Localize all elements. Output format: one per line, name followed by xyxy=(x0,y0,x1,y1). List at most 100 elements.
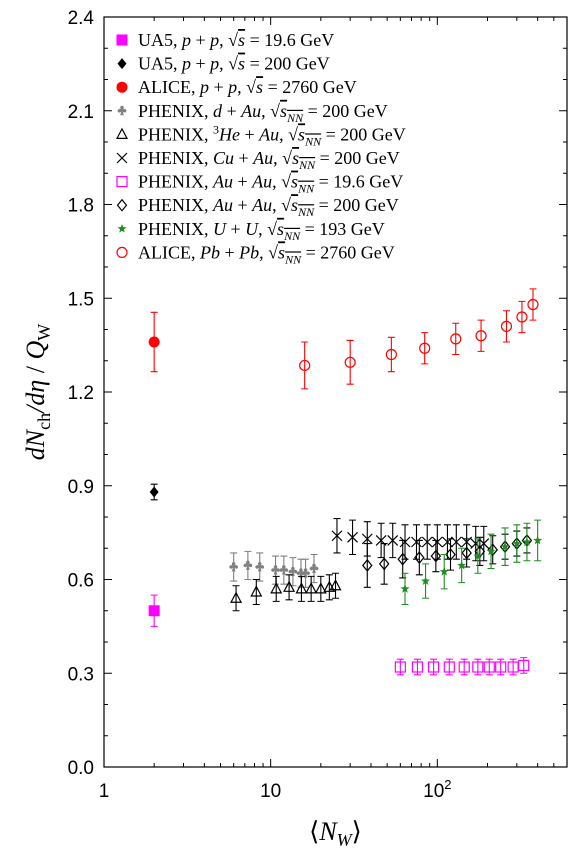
axes: 0.0 0.3 0.6 0.9 1.2 1.5 1.8 2.1 2.4 1 10 102 xyxy=(68,8,568,802)
data-point xyxy=(518,659,530,672)
data-point xyxy=(361,533,373,545)
data-point xyxy=(516,311,528,323)
data-point xyxy=(309,563,319,573)
error-bar xyxy=(518,300,526,334)
axis-titles: ⟨NW⟩ dNch/dη / QW xyxy=(21,324,362,850)
legend-marker xyxy=(117,58,127,70)
data-point xyxy=(397,552,408,566)
data-point xyxy=(299,359,311,372)
error-bar xyxy=(502,310,510,343)
legend-label: ALICE, Pb + Pb, √sNN = 2760 GeV xyxy=(138,242,395,266)
data-point xyxy=(483,661,495,673)
legend-label: UA5, p + p, √s = 19.6 GeV xyxy=(138,30,334,50)
data-point xyxy=(362,558,373,572)
error-bar xyxy=(421,332,429,365)
data-point xyxy=(445,548,456,561)
data-point xyxy=(331,530,343,542)
data-point xyxy=(411,661,424,673)
series-5 xyxy=(331,518,490,562)
data-point xyxy=(450,333,462,345)
data-point xyxy=(394,661,406,673)
series-4 xyxy=(230,572,342,612)
series-9 xyxy=(299,288,539,390)
error-bar xyxy=(529,288,537,321)
legend-label: PHENIX, U + U, √sNN = 193 GeV xyxy=(138,219,385,243)
legend-marker xyxy=(116,176,128,188)
data-point xyxy=(270,582,283,594)
y-tick-label: 0.0 xyxy=(68,758,94,779)
data-point xyxy=(230,591,243,603)
legend-entry: PHENIX, d + Au, √sNN = 200 GeV xyxy=(117,101,388,125)
y-tick-label: 1.5 xyxy=(68,289,94,310)
data-point xyxy=(472,661,484,673)
series-8 xyxy=(400,519,543,606)
error-bar xyxy=(415,539,423,576)
legend-entry: PHENIX, 3He + Au, √sNN = 200 GeV xyxy=(116,122,406,148)
legend-entry: ALICE, p + p, √s = 2760 GeV xyxy=(116,77,357,97)
x-axis-title: ⟨NW⟩ xyxy=(309,817,362,850)
legend-entry: UA5, p + p, √s = 19.6 GeV xyxy=(116,30,334,50)
legend-entry: PHENIX, Au + Au, √sNN = 19.6 GeV xyxy=(116,172,403,196)
error-bar xyxy=(387,336,395,373)
data-point xyxy=(229,562,239,572)
legend-entry: PHENIX, Au + Au, √sNN = 200 GeV xyxy=(116,195,399,219)
data-point xyxy=(295,582,308,594)
data-point xyxy=(533,535,543,545)
legend-label: ALICE, p + p, √s = 2760 GeV xyxy=(138,77,357,97)
data-point xyxy=(400,584,410,593)
legend-entry: UA5, p + p, √s = 200 GeV xyxy=(117,54,330,74)
error-bar xyxy=(272,575,280,602)
data-point xyxy=(420,576,431,585)
y-tick-label: 1.8 xyxy=(68,196,94,217)
data-point xyxy=(431,536,443,548)
y-tick-label: 0.9 xyxy=(68,477,94,498)
data-point xyxy=(421,536,433,548)
data-point xyxy=(473,551,483,560)
y-tick-label: 0.3 xyxy=(68,664,94,685)
y-tick-label: 1.2 xyxy=(68,383,94,404)
x-tick-label: 102 xyxy=(423,777,451,802)
error-bar xyxy=(332,572,340,599)
error-bar xyxy=(297,575,305,602)
data-point xyxy=(461,546,472,560)
data-point xyxy=(283,580,296,592)
error-bar xyxy=(452,322,460,356)
legend-marker xyxy=(117,105,127,116)
data-point xyxy=(344,356,356,368)
error-bar xyxy=(463,538,471,568)
data-point xyxy=(419,342,431,354)
error-bar xyxy=(252,578,260,606)
data-point xyxy=(250,585,263,597)
error-bar xyxy=(477,319,485,352)
y-tick-label: 2.1 xyxy=(68,102,94,123)
data-point xyxy=(414,551,425,565)
data-point xyxy=(378,557,390,571)
data-point xyxy=(149,486,159,498)
error-bar xyxy=(301,341,309,390)
data-point xyxy=(305,582,318,594)
data-point xyxy=(255,562,265,572)
data-point xyxy=(148,336,160,348)
error-bar xyxy=(325,574,333,601)
data-point xyxy=(279,565,289,575)
series-6 xyxy=(394,657,530,676)
legend-marker xyxy=(116,34,128,46)
data-point xyxy=(148,605,160,617)
legend-marker xyxy=(116,81,128,93)
legend-marker xyxy=(116,246,128,258)
error-bar xyxy=(232,585,240,612)
error-bar xyxy=(363,543,371,588)
legend: UA5, p + p, √s = 19.6 GeV UA5, p + p, √s … xyxy=(116,30,406,266)
series-7 xyxy=(362,527,533,588)
data-point xyxy=(347,531,358,543)
data-point xyxy=(512,538,522,548)
data-point xyxy=(329,578,342,591)
data-point xyxy=(474,544,486,558)
legend-marker xyxy=(116,127,128,139)
data-point xyxy=(385,348,397,361)
legend-label: UA5, p + p, √s = 200 GeV xyxy=(138,54,330,74)
data-point xyxy=(458,661,470,673)
x-tick-label: 1 xyxy=(99,781,110,802)
data-point xyxy=(314,582,327,594)
